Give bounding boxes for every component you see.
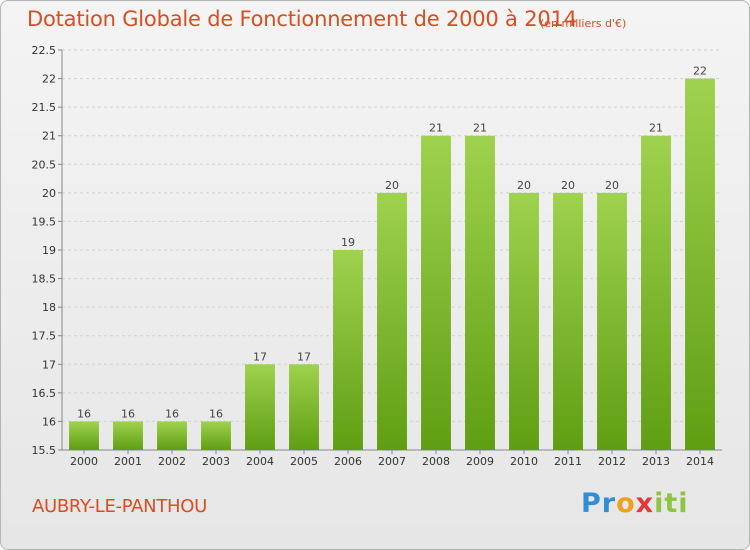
x-tick-label-2005: 2005 bbox=[290, 455, 318, 468]
bar-2014 bbox=[685, 78, 715, 451]
x-tick-label-2006: 2006 bbox=[334, 455, 362, 468]
bar-2012 bbox=[597, 192, 627, 450]
x-tick-label-2003: 2003 bbox=[202, 455, 230, 468]
value-label-2001: 16 bbox=[121, 407, 135, 420]
x-tick-label-2009: 2009 bbox=[466, 455, 494, 468]
y-tick-label: 17 bbox=[42, 358, 56, 371]
bar-2002 bbox=[157, 421, 187, 450]
value-label-2000: 16 bbox=[77, 407, 91, 420]
logo-part-2: o bbox=[616, 488, 636, 519]
x-tick-label-2010: 2010 bbox=[510, 455, 538, 468]
y-tick-label: 21 bbox=[42, 130, 56, 143]
logo-part-3: x bbox=[635, 488, 655, 519]
y-tick-label: 15.5 bbox=[32, 444, 57, 457]
bar-2004 bbox=[245, 364, 275, 450]
value-label-2010: 20 bbox=[517, 179, 531, 192]
value-label-2002: 16 bbox=[165, 407, 179, 420]
bar-2010 bbox=[509, 192, 539, 450]
value-label-2004: 17 bbox=[253, 350, 267, 363]
x-tick-label-2013: 2013 bbox=[642, 455, 670, 468]
y-tick-label: 20.5 bbox=[32, 158, 57, 171]
bar-2008 bbox=[421, 135, 451, 450]
bar-2005 bbox=[289, 364, 319, 450]
logo-part-1: Pr bbox=[581, 488, 617, 519]
x-tick-label-2007: 2007 bbox=[378, 455, 406, 468]
y-tick-label: 22 bbox=[42, 73, 56, 86]
y-tick-label: 19.5 bbox=[32, 215, 57, 228]
x-tick-label-2011: 2011 bbox=[554, 455, 582, 468]
y-tick-label: 16 bbox=[42, 415, 56, 428]
x-tick-label-2000: 2000 bbox=[70, 455, 98, 468]
value-label-2014: 22 bbox=[693, 65, 707, 78]
y-tick-label: 18 bbox=[42, 301, 56, 314]
value-label-2011: 20 bbox=[561, 179, 575, 192]
x-tick-label-2008: 2008 bbox=[422, 455, 450, 468]
y-tick-label: 17.5 bbox=[32, 330, 57, 343]
y-tick-label: 20 bbox=[42, 187, 56, 200]
commune-name: AUBRY-LE-PANTHOU bbox=[32, 496, 207, 517]
value-label-2013: 21 bbox=[649, 122, 663, 135]
bar-2006 bbox=[333, 250, 363, 450]
x-tick-label-2001: 2001 bbox=[114, 455, 142, 468]
value-label-2007: 20 bbox=[385, 179, 399, 192]
bars bbox=[69, 78, 715, 451]
bar-2003 bbox=[201, 421, 231, 450]
value-label-2005: 17 bbox=[297, 350, 311, 363]
value-label-2012: 20 bbox=[605, 179, 619, 192]
bar-2011 bbox=[553, 192, 583, 450]
y-tick-label: 19 bbox=[42, 244, 56, 257]
bar-2000 bbox=[69, 421, 99, 450]
value-label-2009: 21 bbox=[473, 122, 487, 135]
x-tick-label-2004: 2004 bbox=[246, 455, 274, 468]
bar-2013 bbox=[641, 135, 671, 450]
bar-2001 bbox=[113, 421, 143, 450]
chart-subtitle: (en milliers d'€) bbox=[540, 17, 627, 30]
x-tick-label-2014: 2014 bbox=[686, 455, 714, 468]
value-label-2006: 19 bbox=[341, 236, 355, 249]
value-label-2008: 21 bbox=[429, 122, 443, 135]
bar-2009 bbox=[465, 135, 495, 450]
value-label-2003: 16 bbox=[209, 407, 223, 420]
proxiti-logo: Proxiti bbox=[581, 488, 689, 519]
labels: 16 2000 16 2001 16 2002 16 2003 17 2004 17 2005 19 20… bbox=[70, 65, 714, 468]
y-tick-label: 16.5 bbox=[32, 387, 57, 400]
logo-part-4: iti bbox=[654, 488, 689, 519]
y-tick-label: 22.5 bbox=[32, 44, 57, 57]
y-tick-label: 21.5 bbox=[32, 101, 57, 114]
x-tick-label-2012: 2012 bbox=[598, 455, 626, 468]
bar-2007 bbox=[377, 192, 407, 450]
chart-title: Dotation Globale de Fonctionnement de 20… bbox=[27, 7, 577, 31]
x-tick-label-2002: 2002 bbox=[158, 455, 186, 468]
y-tick-label: 18.5 bbox=[32, 273, 57, 286]
